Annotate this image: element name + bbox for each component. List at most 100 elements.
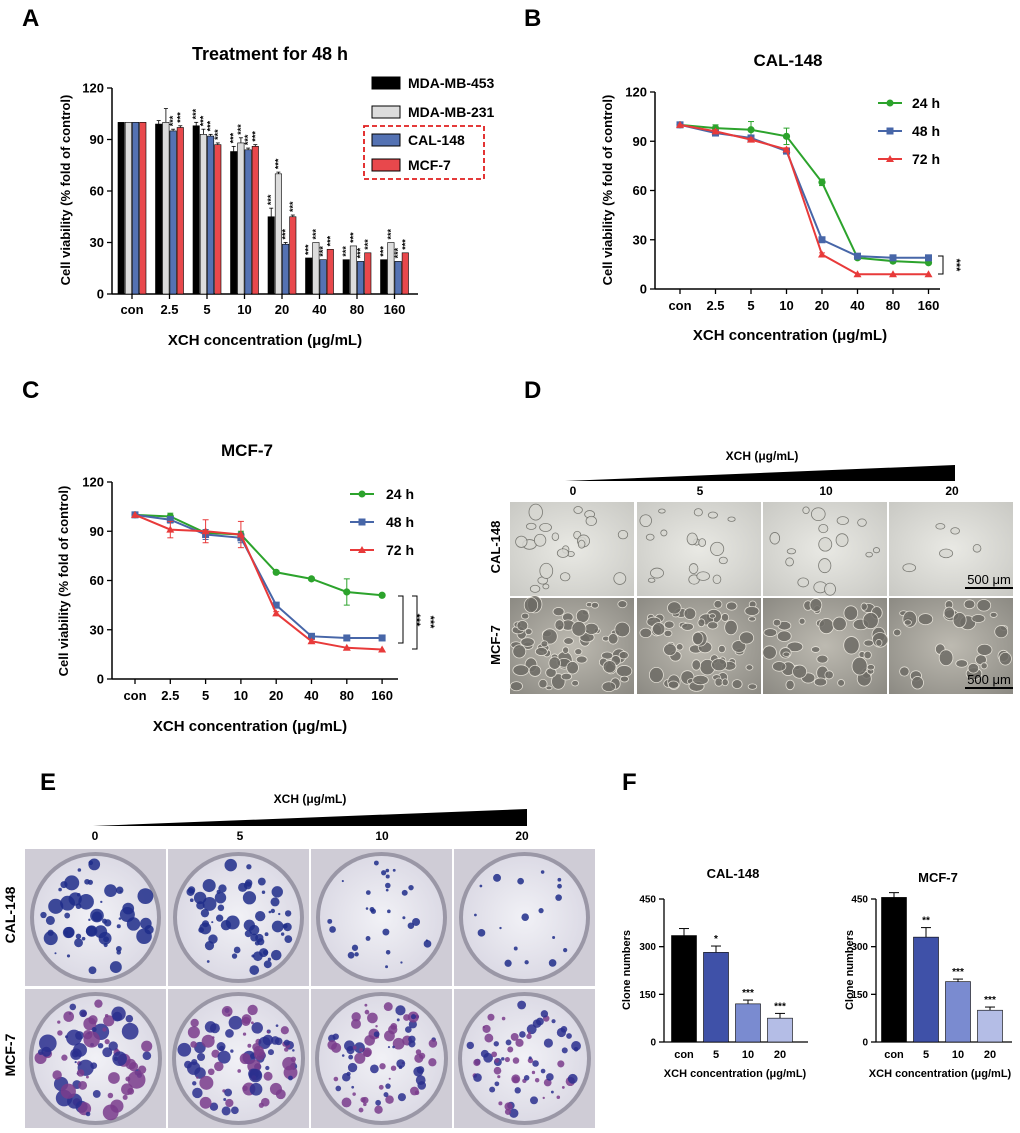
chart-b-point [889, 270, 897, 278]
colony [209, 1023, 220, 1034]
cell [745, 664, 754, 671]
chart-c-ytick-label: 60 [90, 573, 104, 588]
cell [938, 649, 954, 667]
dish-well [320, 856, 443, 979]
cell [563, 637, 574, 645]
chart-a-xtick-label: 40 [312, 302, 326, 317]
colony [218, 1045, 225, 1052]
colony [78, 894, 94, 910]
cell [792, 664, 808, 679]
cell [590, 601, 599, 609]
colony [410, 1014, 416, 1020]
colony [365, 907, 369, 910]
colony [216, 914, 224, 922]
colony [360, 1097, 366, 1103]
colony [498, 1101, 503, 1106]
cell [562, 646, 570, 654]
colony [190, 1041, 197, 1048]
colony [112, 1051, 127, 1066]
colony [270, 897, 280, 907]
chart-b-series-line [679, 123, 929, 276]
colony [78, 1080, 88, 1090]
chart-c-title: MCF-7 [221, 441, 273, 460]
colony [515, 1038, 524, 1047]
chart-f2-ylabel: Clone numbers [844, 930, 856, 1010]
colony [413, 1066, 424, 1077]
colony [351, 1018, 361, 1029]
colony [428, 1039, 438, 1048]
colony [88, 858, 101, 871]
cell [660, 529, 668, 537]
colony [526, 1024, 537, 1035]
colony [248, 1068, 263, 1083]
colony [258, 1102, 264, 1108]
colony [204, 941, 215, 951]
colony [540, 1068, 546, 1074]
cell [559, 572, 571, 582]
colony [390, 1065, 397, 1071]
colony [396, 1018, 400, 1022]
colony [557, 883, 562, 889]
dish-well [177, 856, 300, 979]
chart-a-ytick-label: 120 [82, 81, 104, 96]
colony [225, 1029, 234, 1038]
micrographs-conc-5: 5 [697, 484, 704, 498]
colony [253, 1045, 264, 1057]
colony [270, 949, 282, 961]
colony [474, 913, 477, 917]
cell [824, 670, 834, 680]
chart-c-xtick-label: 80 [340, 688, 354, 703]
cell [686, 532, 698, 546]
colony [499, 926, 502, 930]
colony [550, 1090, 554, 1094]
cell [866, 664, 875, 671]
colony [217, 904, 225, 912]
colony [43, 931, 58, 946]
chart-a-bar [364, 252, 372, 295]
chart-a-bar [319, 259, 327, 295]
colony [228, 1015, 243, 1030]
colony [211, 1049, 220, 1058]
colony [74, 1060, 77, 1064]
colony [501, 1016, 506, 1021]
cell [786, 641, 804, 653]
cell [971, 614, 986, 623]
panel-letter-c: C [22, 377, 39, 404]
chart-a-sig-label: *** [325, 235, 335, 246]
colony [214, 891, 227, 904]
cell [714, 677, 724, 687]
chart-c-legend-72h: 72 h [386, 542, 414, 558]
cell [573, 506, 583, 514]
chart-a-bar [387, 242, 395, 295]
chart-a-bar [244, 149, 252, 295]
micrographs-conc-10: 10 [819, 484, 833, 498]
cell [818, 537, 833, 552]
chart-f1-xlabel: XCH concentration (μg/mL) [664, 1068, 807, 1080]
colony [104, 1013, 109, 1018]
cell [664, 620, 675, 629]
colony [112, 1011, 123, 1022]
chart-a-bar [401, 252, 409, 295]
chart-a-bar [199, 134, 207, 295]
colony [329, 926, 336, 933]
cell [989, 611, 998, 618]
chart-a-sig-label: *** [229, 132, 239, 143]
colony [64, 912, 71, 919]
chart-c-significance-brackets: *** *** [398, 595, 436, 650]
colony [266, 1030, 270, 1034]
colony [98, 931, 112, 945]
colony [405, 1026, 412, 1033]
colony [402, 916, 406, 920]
chart-a-sig-label: *** [304, 244, 314, 255]
colony [231, 953, 238, 959]
colony [79, 1009, 87, 1018]
chart-c-series-line [134, 513, 383, 639]
colony [510, 1032, 519, 1041]
chart-a-bar [124, 122, 132, 295]
colony [538, 908, 544, 914]
colony [504, 959, 512, 967]
colony [327, 918, 333, 924]
cell [688, 563, 699, 575]
chart-f1-ytick-label: 300 [639, 942, 656, 953]
chart-a-ylabel: Cell viability (% fold of control) [58, 95, 73, 286]
